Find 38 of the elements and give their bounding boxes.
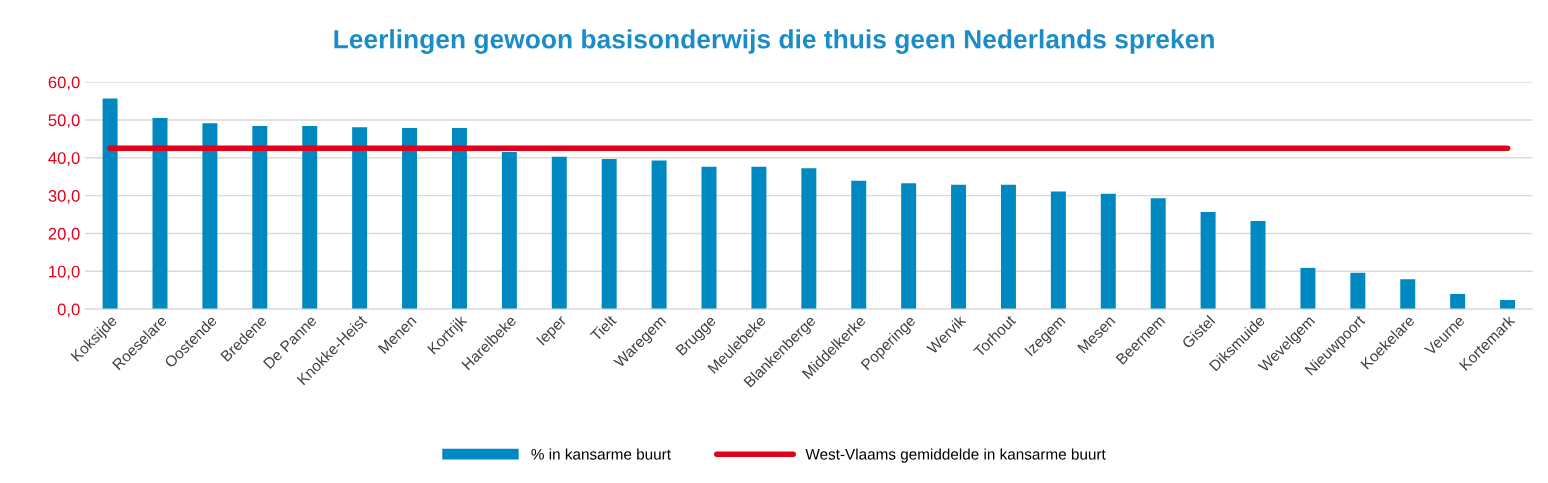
y-tick-label: 50,0 [48, 114, 80, 129]
legend-label: % in kansarme buurt [531, 448, 671, 460]
bar [402, 127, 418, 310]
bar [851, 180, 867, 310]
bar [202, 123, 218, 310]
y-tick-label: 40,0 [48, 152, 80, 166]
y-tick-label: 20,0 [48, 227, 80, 242]
bar [152, 118, 168, 310]
bar [252, 126, 268, 310]
y-tick-label: 30,0 [48, 190, 80, 204]
bar [1050, 191, 1066, 310]
bar [1450, 293, 1466, 310]
bar [1100, 193, 1116, 310]
chart-title: Leerlingen gewoon basisonderwijs die thuis geen Nederlands spreken [334, 29, 1214, 54]
y-tick-label: 60,0 [48, 76, 80, 91]
bar [701, 166, 717, 310]
bar [1350, 272, 1366, 310]
bar [651, 160, 667, 310]
legend-label: West-Vlaams gemiddelde in kansarme buurt [805, 448, 1106, 463]
bar [1300, 267, 1316, 310]
bar [751, 166, 767, 310]
y-tick-label: 10,0 [49, 265, 80, 280]
bar [501, 152, 517, 310]
bar [102, 98, 118, 310]
bar [302, 126, 318, 310]
bar [352, 127, 368, 310]
bar [901, 183, 917, 310]
bar [1250, 220, 1266, 310]
bar [1150, 198, 1166, 310]
y-tick-label: 0,0 [57, 303, 80, 318]
bar [451, 127, 467, 310]
bar [1400, 279, 1416, 310]
bar [1200, 211, 1216, 310]
bar [951, 184, 967, 310]
bar [1000, 184, 1016, 310]
bar [801, 168, 817, 310]
bar [601, 158, 617, 310]
bar [551, 156, 567, 310]
